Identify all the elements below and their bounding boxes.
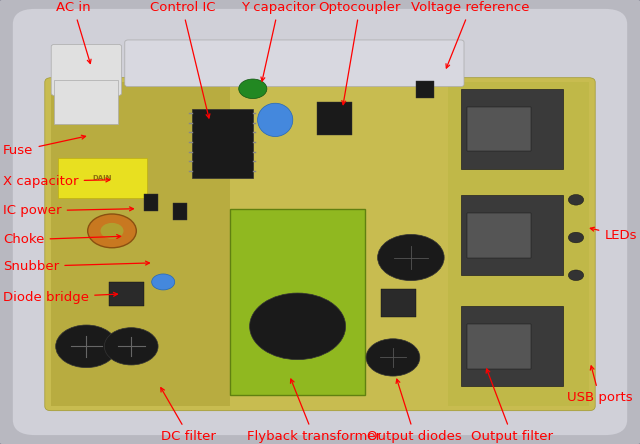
Text: Optocoupler: Optocoupler [319, 1, 401, 105]
Circle shape [250, 293, 346, 360]
Bar [144, 194, 158, 211]
FancyBboxPatch shape [45, 78, 595, 411]
Text: Diode bridge: Diode bridge [3, 291, 117, 304]
Bar [448, 82, 589, 406]
Text: AC in: AC in [56, 1, 91, 63]
Circle shape [104, 328, 158, 365]
Bar [467, 324, 531, 369]
Bar [381, 289, 416, 317]
Bar [51, 82, 230, 406]
Circle shape [239, 79, 267, 99]
Text: DAIN: DAIN [93, 174, 112, 181]
Text: Y capacitor: Y capacitor [241, 1, 316, 81]
Text: Flyback transformer: Flyback transformer [246, 379, 381, 443]
Circle shape [88, 214, 136, 248]
FancyBboxPatch shape [13, 9, 627, 435]
Bar [192, 109, 253, 178]
Bar [467, 107, 531, 151]
Text: Snubber: Snubber [3, 260, 149, 273]
Text: DC filter: DC filter [161, 388, 216, 443]
Text: Output diodes: Output diodes [367, 379, 462, 443]
Circle shape [568, 270, 584, 281]
Text: Voltage reference: Voltage reference [411, 1, 530, 68]
Circle shape [366, 339, 420, 376]
Text: Choke: Choke [3, 233, 120, 246]
Circle shape [378, 234, 444, 281]
Bar [173, 203, 187, 220]
Circle shape [56, 325, 117, 368]
Bar [461, 195, 563, 275]
Text: LEDs: LEDs [590, 227, 637, 242]
Circle shape [568, 194, 584, 205]
Bar [416, 81, 434, 98]
Bar [54, 80, 118, 124]
Circle shape [568, 232, 584, 243]
Text: X capacitor: X capacitor [3, 174, 109, 188]
Text: USB ports: USB ports [566, 366, 632, 404]
FancyBboxPatch shape [125, 40, 464, 87]
Bar [58, 158, 147, 198]
Text: Fuse: Fuse [3, 135, 86, 158]
Bar [230, 209, 365, 395]
Text: Output filter: Output filter [471, 369, 553, 443]
Circle shape [100, 223, 124, 239]
Bar [109, 282, 144, 306]
Ellipse shape [257, 103, 293, 137]
FancyBboxPatch shape [51, 44, 122, 95]
Bar [317, 102, 352, 135]
Circle shape [152, 274, 175, 290]
Bar [467, 213, 531, 258]
Text: IC power: IC power [3, 204, 133, 218]
Bar [461, 306, 563, 386]
Bar [461, 89, 563, 169]
Text: Control IC: Control IC [150, 1, 215, 118]
